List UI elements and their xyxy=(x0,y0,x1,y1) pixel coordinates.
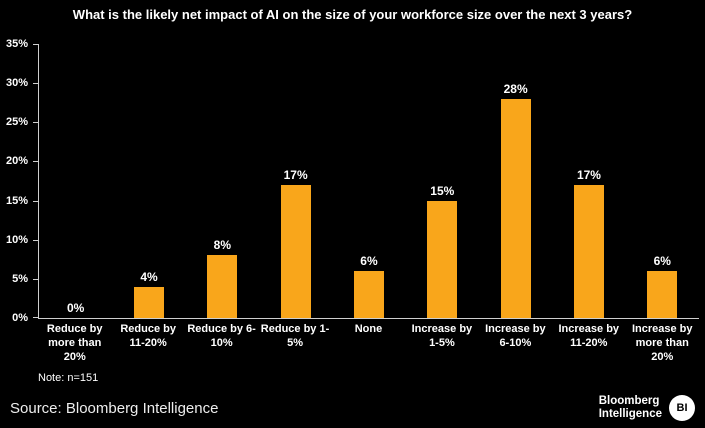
bar-slot: 17% xyxy=(259,168,332,318)
source-text: Source: Bloomberg Intelligence xyxy=(10,399,219,417)
y-axis-label: 10% xyxy=(5,233,28,246)
bar-slot: 8% xyxy=(186,238,259,318)
x-axis-label: Reduce by 6-10% xyxy=(187,323,256,349)
bar xyxy=(280,184,311,318)
plot-area: 0% 4% 8% 17% 6% 15% 28% 17% 6% xyxy=(33,44,699,319)
y-axis-label: 25% xyxy=(5,116,28,129)
brand-name: Bloomberg Intelligence xyxy=(599,395,662,421)
x-axis-label: Increase by 1-5% xyxy=(411,323,473,349)
chart-note: Note: n=151 xyxy=(38,372,99,384)
y-axis-label: 0% xyxy=(12,312,28,324)
bar xyxy=(353,271,384,318)
x-axis-label: Reduce by 1-5% xyxy=(260,323,330,349)
y-axis-label: 20% xyxy=(5,155,28,168)
x-axis-label: Increase by 6-10% xyxy=(485,323,546,349)
bar-slot: 17% xyxy=(552,168,625,318)
bar-slot: 4% xyxy=(112,270,185,318)
bar xyxy=(427,200,458,318)
bar-slot: 15% xyxy=(406,184,479,318)
bar xyxy=(133,286,164,318)
bar-value-label: 28% xyxy=(503,81,528,96)
chart-title: What is the likely net impact of AI on t… xyxy=(72,7,633,22)
bar-slot: 6% xyxy=(332,254,405,318)
y-axis-label: 5% xyxy=(12,272,28,285)
y-axis-label: 15% xyxy=(5,194,28,207)
y-axis-tick xyxy=(33,122,39,124)
y-axis: 35% 30% 25% 20% 15% 10% 5% 0% xyxy=(0,38,33,324)
bar-value-label: 8% xyxy=(213,238,231,253)
brand-line2: Intelligence xyxy=(598,408,662,420)
y-axis-tick xyxy=(33,44,39,45)
bars-row: 0% 4% 8% 17% 6% 15% 28% 17% 6% xyxy=(39,44,699,318)
x-axis-label: None xyxy=(354,323,383,335)
bar xyxy=(500,98,531,318)
x-axis-label: Reduce by 11-20% xyxy=(120,323,176,349)
x-axis-label: Increase by more than 20% xyxy=(631,323,693,363)
bar-value-label: 15% xyxy=(430,183,455,198)
x-axis-label: Increase by 11-20% xyxy=(558,323,620,349)
bar-value-label: 17% xyxy=(283,167,308,182)
bi-logo-icon: BI xyxy=(669,395,695,421)
bar-value-label: 4% xyxy=(140,269,158,284)
y-axis-tick xyxy=(33,200,39,202)
y-axis-tick xyxy=(33,317,39,318)
y-axis-tick xyxy=(33,83,39,85)
x-axis-labels: Reduce by more than 20% Reduce by 11-20% R… xyxy=(38,323,699,364)
bar-value-label: 17% xyxy=(576,167,601,182)
bar-slot: 0% xyxy=(39,301,112,318)
footer: Source: Bloomberg Intelligence Bloomberg… xyxy=(0,388,705,428)
bar-slot: 28% xyxy=(479,82,552,318)
bar-value-label: 6% xyxy=(360,254,378,269)
bar xyxy=(207,255,238,318)
bar xyxy=(573,184,604,318)
bar-slot: 6% xyxy=(626,254,699,318)
bar xyxy=(647,271,678,318)
bar-value-label: 6% xyxy=(653,254,671,269)
x-axis-label: Reduce by more than 20% xyxy=(46,323,103,363)
y-axis-label: 30% xyxy=(5,77,28,90)
brand-line1: Bloomberg xyxy=(598,394,660,407)
y-axis-tick xyxy=(33,278,39,280)
y-axis-label: 35% xyxy=(5,38,28,50)
y-axis-tick xyxy=(33,161,39,163)
y-axis-tick xyxy=(33,239,39,241)
bar-value-label: 0% xyxy=(66,301,85,315)
brand-block: Bloomberg Intelligence BI xyxy=(599,395,695,421)
